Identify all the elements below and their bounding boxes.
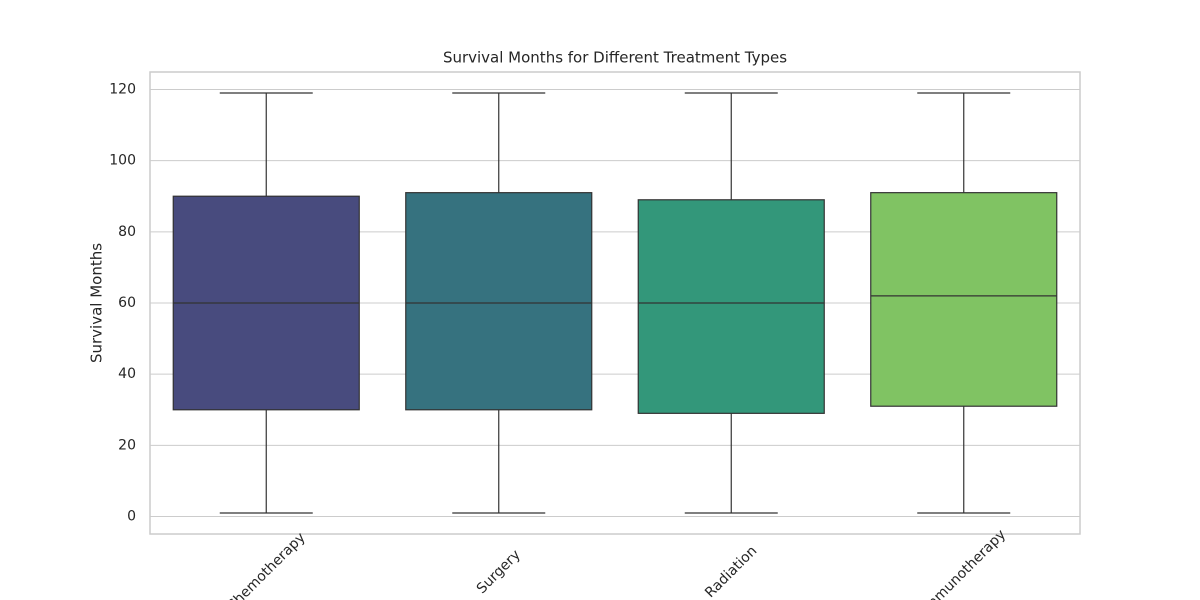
- y-axis-label: Survival Months: [88, 243, 106, 363]
- y-tick-label: 120: [109, 81, 136, 97]
- y-tick-label: 80: [118, 224, 136, 240]
- y-tick-label: 100: [109, 153, 136, 169]
- chart-title: Survival Months for Different Treatment …: [443, 49, 787, 67]
- y-tick-label: 40: [118, 366, 136, 382]
- plot-frame: [149, 71, 1081, 535]
- y-tick-label: 60: [118, 295, 136, 311]
- x-tick-label: Radiation: [702, 543, 760, 600]
- box: [405, 192, 593, 411]
- x-tick-label: Chemotherapy: [224, 530, 309, 600]
- box: [637, 199, 825, 414]
- y-tick-label: 20: [118, 437, 136, 453]
- x-tick-label: Immunotherapy: [918, 527, 1009, 600]
- box: [870, 192, 1058, 407]
- x-tick-label: Surgery: [474, 547, 524, 597]
- y-tick-label: 0: [127, 509, 136, 525]
